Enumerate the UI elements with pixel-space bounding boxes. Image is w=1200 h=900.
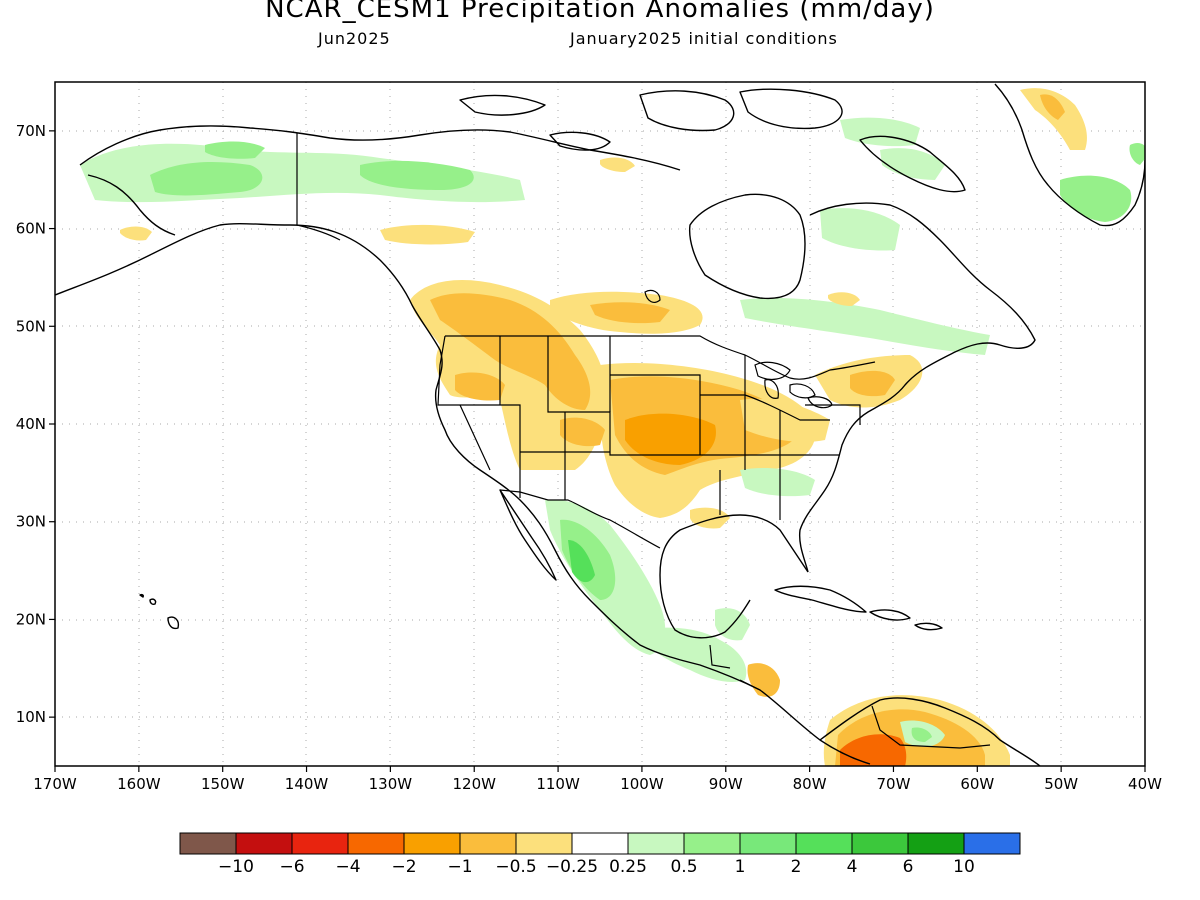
colorbar-label: −6 (279, 857, 304, 877)
colorbar-label: 1 (735, 857, 746, 877)
colorbar-swatch (459, 832, 517, 855)
lat-tick-label: 50N (16, 317, 46, 335)
coastlines (55, 83, 1145, 766)
lakes (644, 289, 833, 409)
colorbar-swatch (627, 832, 685, 855)
borders (296, 133, 991, 749)
colorbar-swatch (795, 832, 853, 855)
colorbar-swatch (851, 832, 909, 855)
lon-tick-label: 140W (285, 775, 329, 793)
longitude-axis: 170W 160W 150W 140W 130W 120W 110W 100W 90W 80W 70… (33, 766, 1162, 793)
lon-tick-label: 70W (877, 775, 911, 793)
lon-tick-label: 130W (369, 775, 413, 793)
colorbar-label: 10 (953, 857, 975, 877)
lon-tick-label: 100W (620, 775, 664, 793)
map-title: NCAR_CESM1 Precipitation Anomalies (mm/d… (265, 0, 935, 24)
colorbar-swatch (739, 832, 797, 855)
colorbar-swatch (571, 832, 629, 855)
colorbar-swatch (403, 832, 461, 855)
colorbar-label: −10 (218, 857, 254, 877)
colorbar: −10 −6 −4 −2 −1 −0.5 −0.25 0.25 0.5 1 2 4 6 10 (179, 832, 1021, 877)
colorbar-label: 0.5 (670, 857, 697, 877)
lon-tick-label: 160W (117, 775, 161, 793)
colorbar-swatch (291, 832, 349, 855)
colorbar-label: 2 (791, 857, 802, 877)
lat-tick-label: 40N (16, 415, 46, 433)
initial-conditions-label: January2025 initial conditions (570, 29, 838, 48)
colorbar-label: −1 (447, 857, 472, 877)
colorbar-label: 4 (847, 857, 858, 877)
colorbar-swatch (347, 832, 405, 855)
colorbar-label: −4 (335, 857, 360, 877)
colorbar-swatch (683, 832, 741, 855)
colorbar-swatch (235, 832, 293, 855)
lon-tick-label: 50W (1044, 775, 1078, 793)
colorbar-label: 0.25 (609, 857, 647, 877)
lat-tick-label: 20N (16, 610, 46, 628)
lon-tick-label: 40W (1128, 775, 1162, 793)
lat-tick-label: 60N (16, 220, 46, 238)
lon-tick-label: 120W (452, 775, 496, 793)
colorbar-swatch (907, 832, 965, 855)
colorbar-swatch (515, 832, 573, 855)
colorbar-label: −0.5 (495, 857, 536, 877)
lon-tick-label: 170W (33, 775, 77, 793)
lon-tick-label: 90W (709, 775, 743, 793)
lon-tick-label: 110W (536, 775, 580, 793)
latitude-axis: 10N 20N 30N 40N 50N 60N 70N (16, 122, 55, 726)
lat-tick-label: 10N (16, 708, 46, 726)
lon-tick-label: 60W (960, 775, 994, 793)
colorbar-swatch (963, 832, 1021, 855)
lat-tick-label: 70N (16, 122, 46, 140)
lon-tick-label: 150W (201, 775, 245, 793)
colorbar-label: 6 (903, 857, 914, 877)
anomaly-shading (80, 88, 1145, 766)
colorbar-label: −0.25 (546, 857, 598, 877)
valid-month-label: Jun2025 (318, 29, 391, 48)
lat-tick-label: 30N (16, 513, 46, 531)
colorbar-label: −2 (391, 857, 416, 877)
lon-tick-label: 80W (793, 775, 827, 793)
colorbar-swatch (179, 832, 237, 855)
